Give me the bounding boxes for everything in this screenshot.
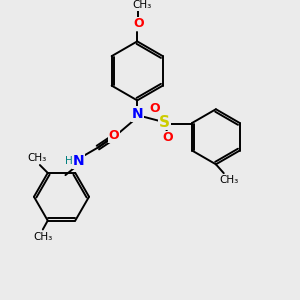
Text: N: N bbox=[72, 154, 84, 168]
Text: H: H bbox=[65, 156, 73, 166]
Text: CH₃: CH₃ bbox=[133, 0, 152, 10]
Text: O: O bbox=[162, 131, 173, 144]
Text: CH₃: CH₃ bbox=[27, 153, 46, 163]
Text: N: N bbox=[131, 107, 143, 121]
Text: O: O bbox=[150, 102, 160, 115]
Text: CH₃: CH₃ bbox=[219, 175, 238, 185]
Text: S: S bbox=[159, 115, 170, 130]
Text: CH₃: CH₃ bbox=[33, 232, 52, 242]
Text: O: O bbox=[133, 17, 143, 30]
Text: O: O bbox=[108, 129, 119, 142]
